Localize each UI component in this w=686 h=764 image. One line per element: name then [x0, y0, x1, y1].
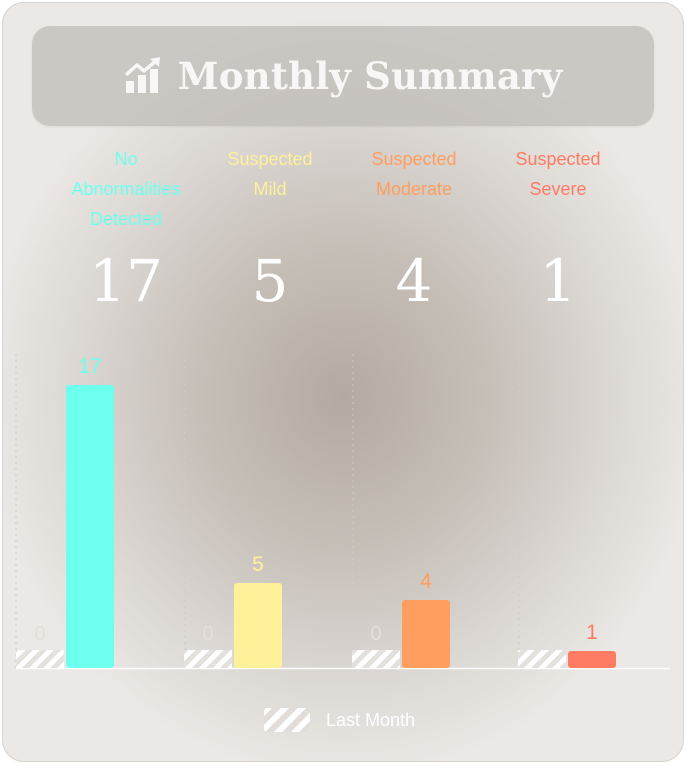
- category-label-line: Suspected: [371, 149, 457, 169]
- bar-label-last-month: 0: [34, 623, 45, 645]
- bar-label-current-month: 17: [78, 355, 101, 378]
- legend-swatch-last-month: [264, 708, 310, 732]
- category-label-line: Severe: [529, 179, 587, 199]
- category-label-line: No: [114, 149, 138, 169]
- bar-label-last-month: 0: [202, 623, 213, 645]
- bar-current-month: [66, 385, 114, 668]
- category-label-line: Suspected: [227, 149, 313, 169]
- category-column: Suspected Mild 5: [198, 144, 342, 316]
- bar-label-current-month: 5: [252, 553, 264, 576]
- category-label-line: Mild: [253, 179, 287, 199]
- bar-label-last-month: 0: [536, 623, 547, 645]
- bar-current-month: [568, 651, 616, 668]
- category-count: 17: [89, 247, 163, 315]
- bar-last-month: [352, 650, 400, 668]
- category-label-line: Suspected: [515, 149, 601, 169]
- category-column: No Abnormalities Detected 17: [54, 144, 198, 316]
- legend-label-last-month: Last Month: [326, 709, 416, 730]
- category-label: No Abnormalities Detected: [54, 144, 198, 240]
- page-title: Monthly Summary: [177, 54, 563, 98]
- category-column: Suspected Severe 1: [486, 144, 630, 316]
- bar-last-month: [518, 650, 566, 668]
- summary-header: Monthly Summary: [32, 26, 654, 126]
- category-label-line: Abnormalities: [71, 179, 181, 199]
- category-label: Suspected Mild: [198, 144, 342, 240]
- category-count: 4: [395, 247, 433, 315]
- bar-last-month: [184, 650, 232, 668]
- category-column: Suspected Moderate 4: [342, 144, 486, 316]
- bar-label-current-month: 4: [420, 570, 432, 593]
- category-label: Suspected Severe: [486, 144, 630, 240]
- bar-label-last-month: 0: [370, 623, 381, 645]
- category-label-line: Moderate: [375, 179, 453, 199]
- category-count: 1: [539, 247, 577, 315]
- category-label: Suspected Moderate: [342, 144, 486, 240]
- category-label-line: Detected: [89, 209, 163, 229]
- bar-current-month: [402, 600, 450, 668]
- bar-last-month: [16, 650, 64, 668]
- category-count: 5: [251, 247, 289, 315]
- chart-increase-icon: [124, 57, 160, 93]
- bar-current-month: [234, 583, 282, 668]
- bar-label-current-month: 1: [586, 621, 598, 644]
- chart-legend: Last Month: [264, 708, 415, 732]
